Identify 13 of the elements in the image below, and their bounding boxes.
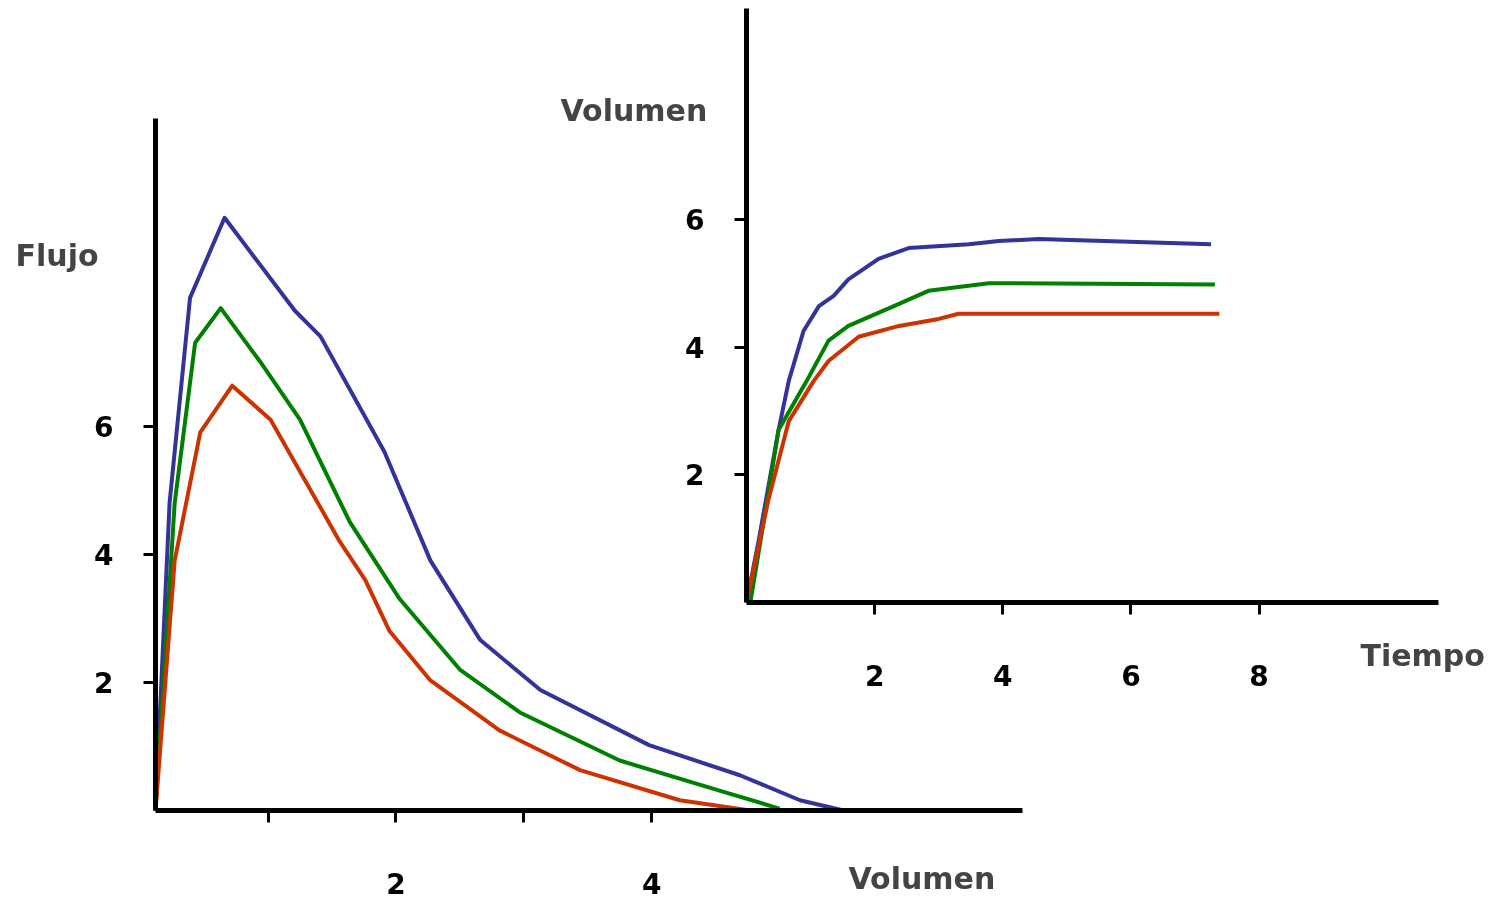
y-tick-label: 4 (94, 538, 114, 572)
x-tick-label: 8 (1249, 659, 1269, 693)
y-tick-label: 2 (685, 459, 705, 493)
x-tick-label: 4 (993, 659, 1013, 693)
y-axis-title: Flujo (15, 238, 99, 273)
x-axis-title: Volumen (848, 861, 996, 896)
x-axis-title: Tiempo (1360, 638, 1485, 673)
y-tick-label: 4 (685, 331, 705, 365)
y-tick-label: 6 (685, 203, 705, 237)
x-tick-label: 6 (1121, 659, 1141, 693)
y-tick-label: 6 (94, 410, 114, 444)
x-tick-label: 2 (864, 659, 885, 693)
y-axis-title: Volumen (560, 93, 708, 128)
